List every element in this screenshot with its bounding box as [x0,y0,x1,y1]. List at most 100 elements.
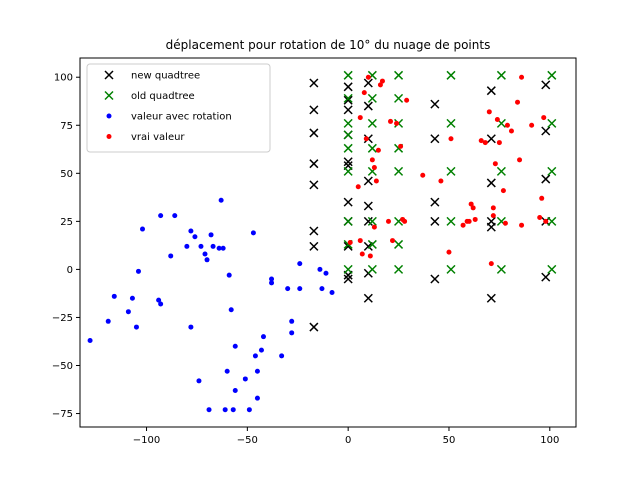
data-point [398,143,404,149]
data-point [297,286,303,292]
data-point [390,238,396,244]
data-point [125,309,131,315]
data-point [539,195,545,201]
data-point [168,253,174,259]
data-point [402,218,408,224]
data-point [365,74,371,80]
y-axis: −75 −50 −25 0 25 50 75 100 [52,73,80,420]
data-point [466,218,472,224]
data-point [363,136,369,142]
data-point [309,226,319,236]
data-point [446,216,456,226]
data-point [430,134,440,144]
x-tick-label: 0 [345,435,351,446]
data-point [343,105,353,115]
data-point [202,251,208,257]
data-point [367,118,377,128]
data-point [297,261,303,267]
data-point [222,407,228,413]
data-point [184,243,190,249]
data-point [472,216,478,222]
data-point [317,266,323,272]
y-tick-label: 50 [60,169,73,180]
legend-label: new quadtree [131,71,200,82]
legend-marker [106,134,112,139]
axes-frame [79,57,577,428]
legend-label: old quadtree [131,91,195,102]
series-vrai-valeur [347,74,549,267]
data-point [446,249,452,255]
legend-label: valeur avec rotation [131,112,232,123]
series-valeur-avec-rotation [87,197,335,413]
data-point [355,184,361,190]
data-point [547,216,557,226]
x-tick-label: −100 [133,435,160,446]
data-point [129,295,135,301]
data-point [375,147,381,153]
data-point [430,274,440,284]
data-point [504,122,510,128]
data-point [343,118,353,128]
data-point [394,120,400,126]
data-point [343,216,353,226]
data-point [216,245,222,251]
data-point [404,97,410,103]
data-point [460,222,466,228]
data-point [204,257,210,263]
data-point [133,324,139,330]
data-point [105,318,111,324]
data-point [309,159,319,169]
data-point [242,376,248,382]
data-point [446,166,456,176]
data-point [357,238,363,244]
data-point [529,122,535,128]
data-point [367,93,377,103]
legend-entry: vrai valeur [106,132,185,143]
data-point [363,201,373,211]
data-point [363,78,373,88]
y-tick-label: 0 [67,265,73,276]
data-point [343,130,353,140]
data-point [343,166,353,176]
data-point [254,368,260,374]
y-tick-label: 25 [60,217,73,228]
y-tick-label: −75 [52,409,73,420]
data-point [446,70,456,80]
data-point [486,222,496,232]
data-point [486,86,496,96]
data-point [329,289,335,295]
data-point [206,407,212,413]
data-point [496,70,506,80]
data-point [363,176,373,186]
chart-title: déplacement pour rotation de 10° du nuag… [166,38,491,52]
data-point [541,174,551,184]
data-point [343,264,353,274]
legend-box [86,63,271,153]
data-point [508,128,514,134]
legend-marker [104,70,114,80]
data-point [490,205,496,211]
legend-entry: new quadtree [104,70,200,82]
data-point [246,407,252,413]
data-point [309,78,319,88]
data-point [486,134,496,144]
data-point [289,330,295,336]
data-point [446,264,456,274]
data-point [198,243,204,249]
data-point [490,213,496,219]
legend-label: vrai valeur [131,132,185,143]
legend-marker [104,90,114,101]
data-point [478,138,484,144]
data-point [537,215,543,221]
data-point [111,293,117,299]
data-point [430,99,440,109]
data-point [494,117,500,122]
data-point [232,343,238,349]
data-point [367,143,377,153]
data-point [496,166,506,176]
data-point [446,118,456,128]
data-point [448,136,454,142]
data-point [188,324,194,330]
data-point [323,270,329,276]
